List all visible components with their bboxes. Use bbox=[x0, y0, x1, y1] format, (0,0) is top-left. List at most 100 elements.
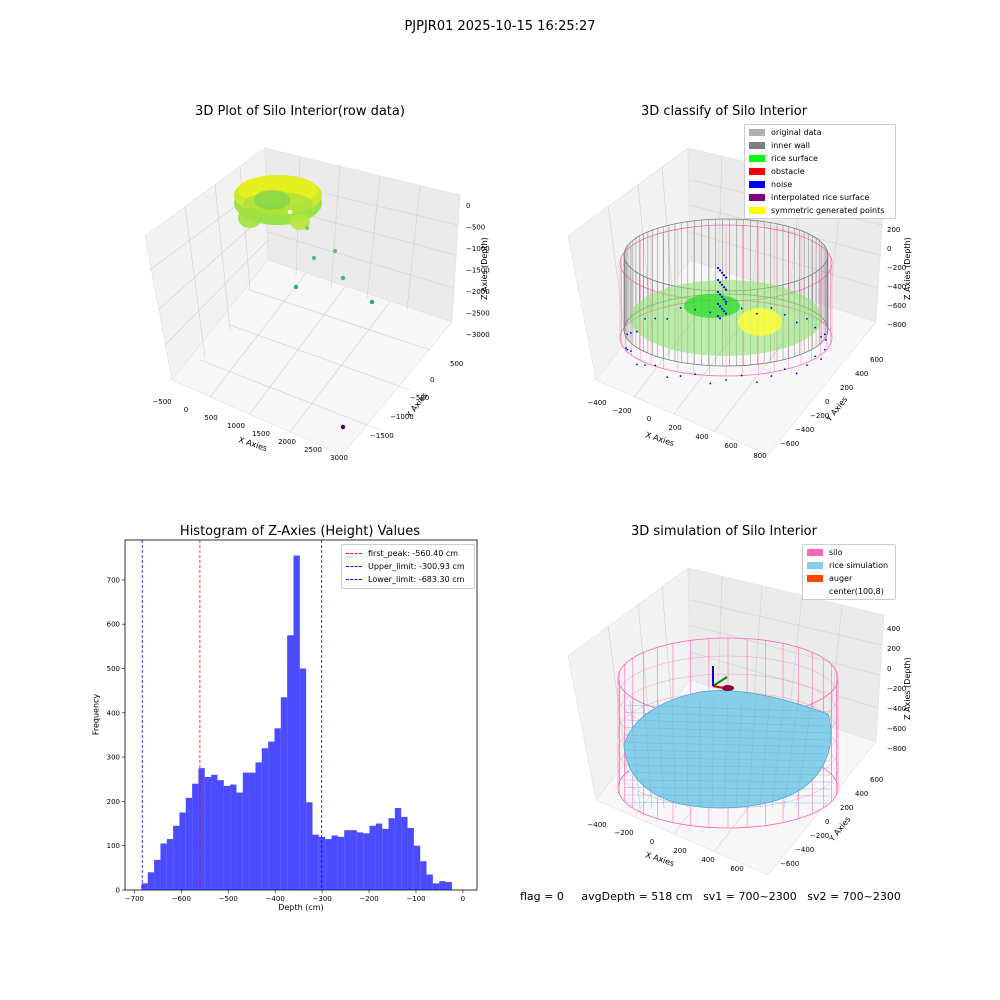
x-tick-label: −600 bbox=[172, 895, 191, 903]
histogram-bar bbox=[280, 697, 288, 890]
z-tick-label: 0 bbox=[887, 245, 891, 253]
legend-label: obstacle bbox=[771, 167, 805, 176]
x-tick-label: 0 bbox=[647, 415, 651, 423]
scatter-point bbox=[369, 299, 375, 305]
panel2-title: 3D classify of Silo Interior bbox=[640, 104, 808, 119]
rice-simulation-surface bbox=[623, 690, 832, 809]
x-tick-label: 800 bbox=[753, 452, 766, 460]
z-tick-label: −400 bbox=[887, 705, 906, 713]
histogram-bar bbox=[261, 748, 269, 890]
histogram-bar bbox=[268, 741, 275, 890]
legend-label: inner wall bbox=[771, 141, 811, 150]
y-tick-label: 0 bbox=[430, 376, 434, 384]
histogram-bar bbox=[363, 833, 370, 890]
histogram-bar bbox=[432, 883, 440, 890]
legend-label: noise bbox=[771, 180, 793, 189]
legend-item: auger bbox=[803, 572, 895, 585]
x-tick-label: 200 bbox=[668, 424, 681, 432]
histogram-bar bbox=[318, 836, 326, 890]
x-tick-label: −200 bbox=[359, 895, 378, 903]
legend-label: center(100,8) bbox=[829, 587, 884, 596]
z-tick-label: −1500 bbox=[466, 267, 490, 275]
histogram-bar bbox=[407, 827, 414, 890]
y-tick-label: 500 bbox=[450, 360, 463, 368]
histogram-ylabel: Frequency bbox=[91, 693, 101, 736]
legend-item: silo bbox=[803, 546, 895, 559]
histogram-bar bbox=[375, 823, 383, 890]
svg-text:Z Axies (Depth): Z Axies (Depth) bbox=[903, 657, 912, 720]
histogram-bar bbox=[141, 883, 148, 890]
x-tick-label: −100 bbox=[406, 895, 425, 903]
x-tick-label: 400 bbox=[701, 856, 714, 864]
z-tick-label: −600 bbox=[887, 725, 906, 733]
histogram-bar bbox=[299, 668, 307, 890]
x-tick-label: −400 bbox=[587, 399, 606, 407]
histogram-frame bbox=[124, 539, 478, 891]
legend-swatch bbox=[749, 168, 765, 175]
legend-item: rice surface bbox=[745, 152, 895, 165]
panel4-title: 3D simulation of Silo Interior bbox=[631, 524, 817, 539]
legend-swatch bbox=[807, 588, 823, 595]
x-tick-label: 0 bbox=[184, 406, 188, 414]
histogram-bar bbox=[274, 728, 281, 890]
histogram-bar bbox=[166, 839, 174, 890]
x-tick-label: 200 bbox=[673, 847, 686, 855]
legend-label: rice simulation bbox=[829, 561, 889, 570]
legend-item: rice simulation bbox=[803, 559, 895, 572]
histogram-bar bbox=[160, 843, 167, 890]
histogram-xlabel: Depth (cm) bbox=[278, 903, 324, 912]
legend-swatch bbox=[749, 194, 765, 201]
z-tick-label: 0 bbox=[466, 202, 470, 210]
histogram-bar bbox=[173, 825, 180, 890]
z-axis-label: Z Axies (Depth) bbox=[480, 237, 489, 300]
scatter-point bbox=[311, 255, 317, 261]
histogram-bar bbox=[369, 825, 376, 890]
histogram-bar bbox=[356, 832, 364, 890]
histogram-bar bbox=[325, 839, 332, 890]
x-tick-label: −700 bbox=[125, 895, 144, 903]
x-axis-label: X Axies bbox=[237, 435, 268, 453]
z-tick-label: −3000 bbox=[466, 331, 490, 339]
status-sv2: sv2 = 700~2300 bbox=[807, 890, 901, 903]
x-tick-label: −500 bbox=[219, 895, 238, 903]
scatter-point bbox=[293, 284, 299, 290]
histogram-bar bbox=[230, 784, 237, 890]
y-tick-label: −600 bbox=[780, 440, 799, 448]
x-tick-label: 600 bbox=[724, 442, 737, 450]
y-tick-label: −400 bbox=[795, 846, 814, 854]
z-tick-label: −500 bbox=[466, 224, 485, 232]
x-tick-label: 3000 bbox=[330, 454, 348, 462]
legend-swatch bbox=[749, 207, 765, 214]
legend-swatch bbox=[346, 553, 362, 554]
svg-text:Z Axies (Depth): Z Axies (Depth) bbox=[903, 237, 912, 300]
legend-label: Lower_limit: -683.30 cm bbox=[368, 575, 465, 584]
legend-item: obstacle bbox=[745, 165, 895, 178]
histogram-bar bbox=[211, 774, 218, 890]
legend-item: inner wall bbox=[745, 139, 895, 152]
y-tick-label: 500 bbox=[107, 665, 120, 673]
histogram-legend: first_peak: -560.40 cm Upper_limit: -300… bbox=[341, 544, 475, 589]
legend-label: rice surface bbox=[771, 154, 818, 163]
y-tick-label: 600 bbox=[107, 621, 120, 629]
histogram-bar bbox=[255, 762, 262, 890]
y-tick-label: 200 bbox=[107, 798, 120, 806]
histogram-bar bbox=[306, 802, 313, 890]
histogram-bar bbox=[426, 874, 433, 890]
x-tick-label: 1500 bbox=[252, 430, 270, 438]
legend-label: silo bbox=[829, 548, 843, 557]
legend-item: symmetric generated points bbox=[745, 204, 895, 217]
x-tick-label: 400 bbox=[695, 433, 708, 441]
legend-swatch bbox=[749, 142, 765, 149]
histogram-bar bbox=[420, 861, 427, 890]
histogram-bar bbox=[439, 881, 446, 890]
y-tick-label: 400 bbox=[855, 790, 868, 798]
legend-label: first_peak: -560.40 cm bbox=[368, 549, 459, 558]
histogram-bar bbox=[192, 783, 199, 890]
y-tick-label: −600 bbox=[780, 860, 799, 868]
figure-title: PJPJR01 2025-10-15 16:25:27 bbox=[404, 19, 596, 34]
y-tick-label: 700 bbox=[107, 576, 120, 584]
panel4-legend: silo rice simulation auger center(100,8) bbox=[802, 544, 896, 600]
histogram-bar bbox=[337, 836, 345, 890]
y-tick-label: 600 bbox=[870, 356, 883, 364]
legend-swatch bbox=[807, 562, 823, 569]
